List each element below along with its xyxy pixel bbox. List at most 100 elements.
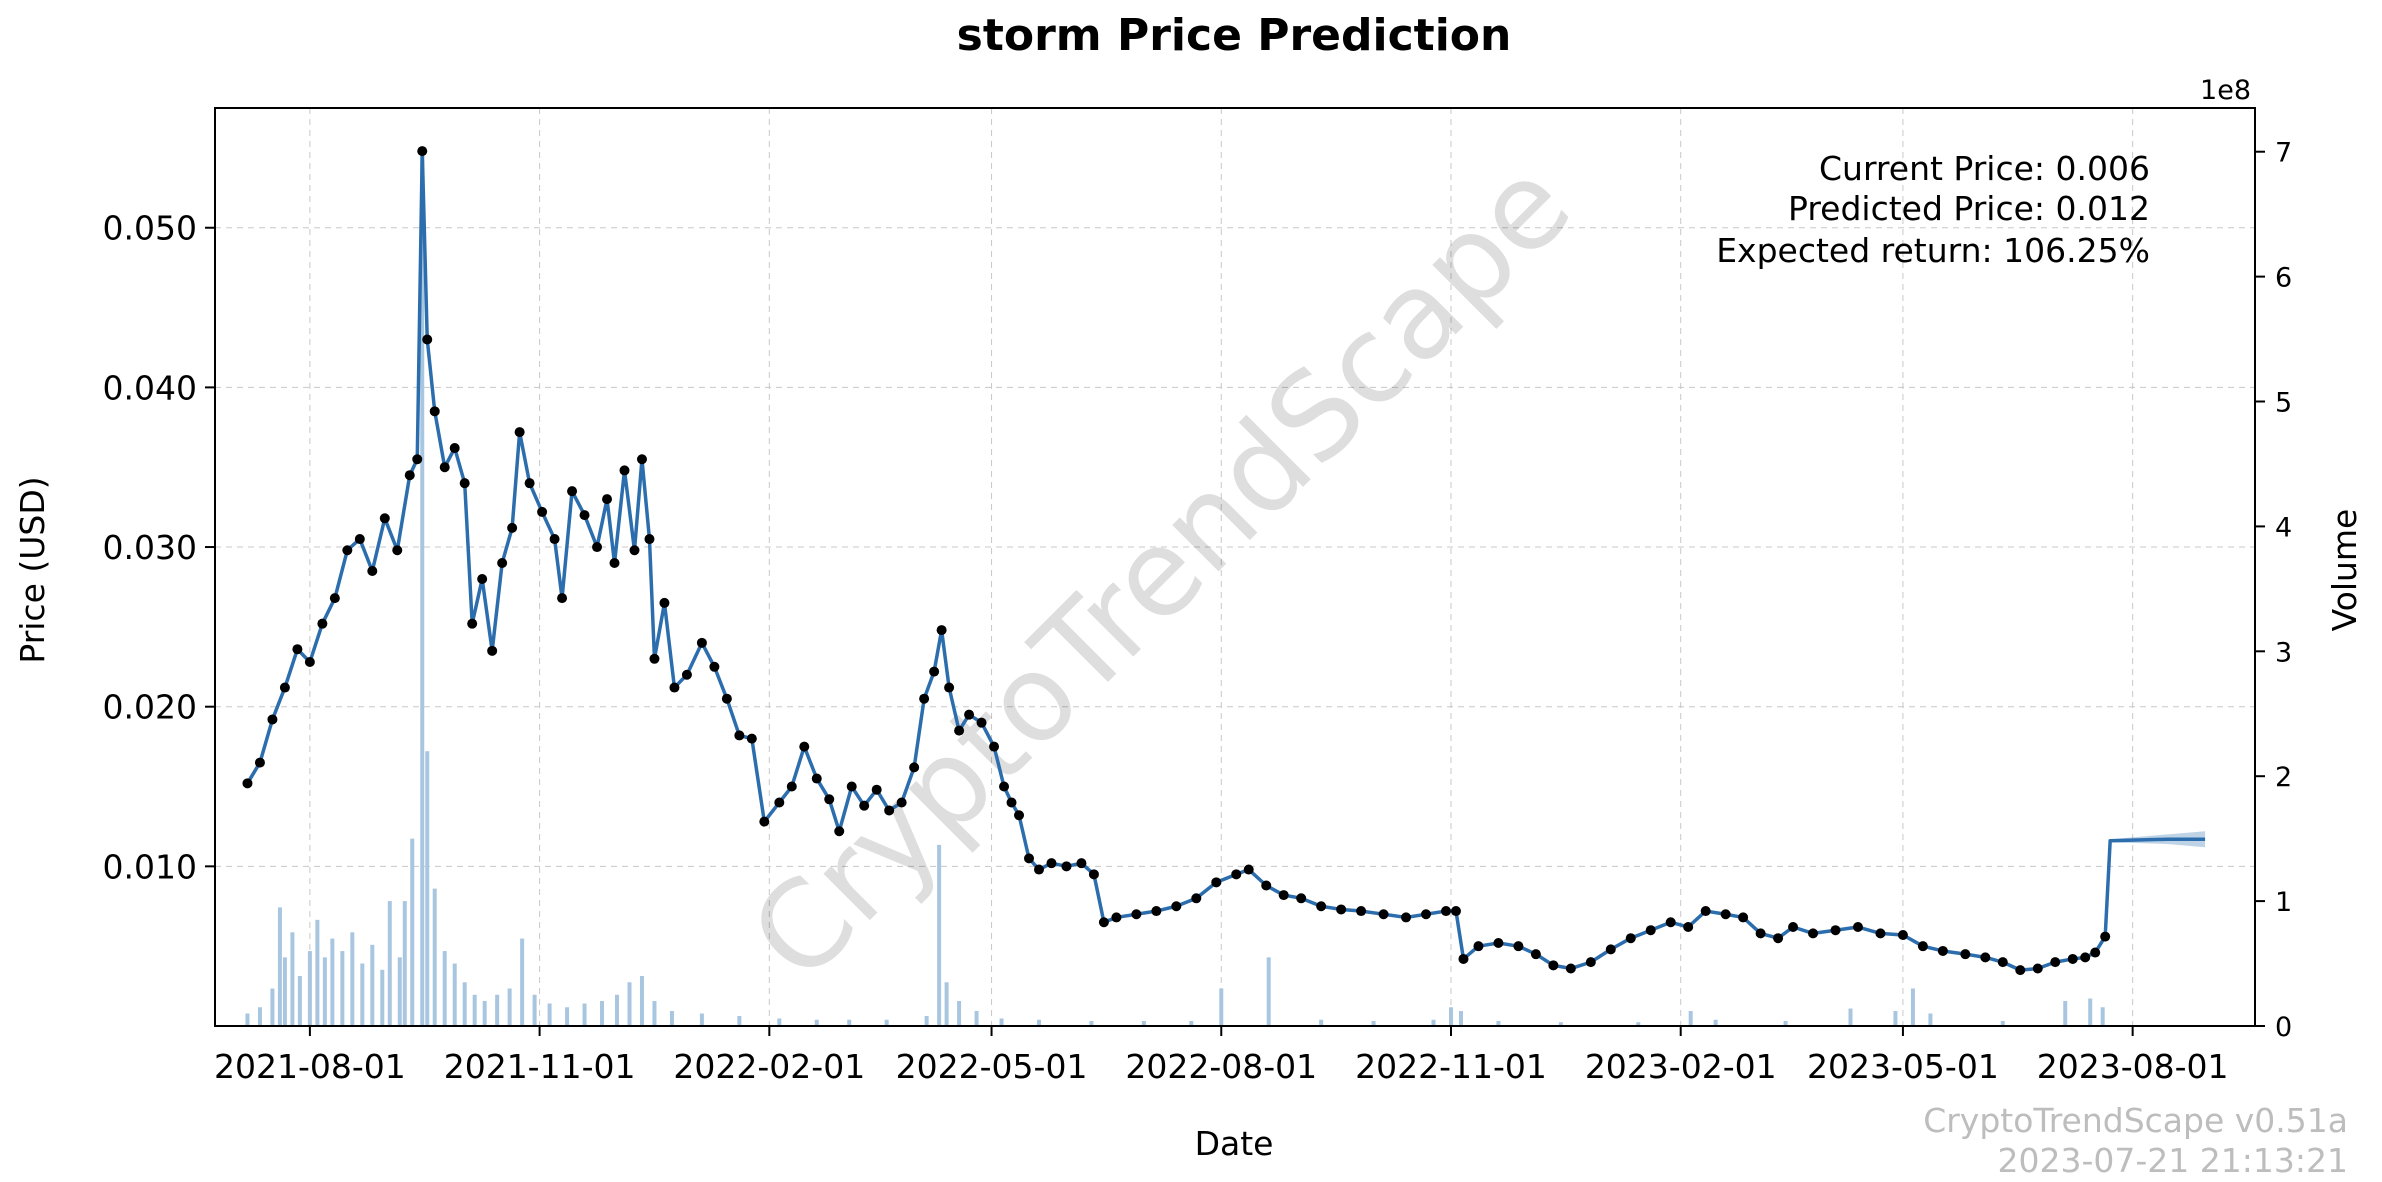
- price-point: [487, 645, 498, 656]
- price-point: [774, 797, 785, 808]
- volume-bar: [639, 976, 644, 1026]
- volume-bar: [432, 888, 437, 1026]
- volume-bar: [1371, 1021, 1376, 1026]
- price-point: [2080, 952, 2091, 963]
- annotation-predicted-price: Predicted Price: 0.012: [1788, 189, 2150, 228]
- volume-bar: [507, 988, 512, 1026]
- volume-bar: [482, 1001, 487, 1026]
- price-point: [734, 730, 745, 741]
- volume-bar: [847, 1019, 852, 1026]
- price-point: [936, 625, 947, 636]
- price-point: [649, 653, 660, 664]
- price-point: [1997, 957, 2008, 968]
- price-point: [1243, 864, 1254, 875]
- volume-bar: [999, 1018, 1004, 1026]
- price-point: [1980, 952, 1991, 963]
- price-point: [871, 784, 882, 795]
- price-markers: [242, 146, 2111, 976]
- price-point: [976, 717, 987, 728]
- price-point: [317, 618, 328, 629]
- y-axis-label: Price (USD): [13, 476, 52, 663]
- volume-bar: [1266, 957, 1271, 1026]
- price-point: [696, 637, 707, 648]
- price-point: [1875, 928, 1886, 939]
- volume-bar: [270, 988, 275, 1026]
- volume-bar: [1783, 1021, 1788, 1026]
- y2-tick-label: 3: [2275, 637, 2292, 668]
- volume-bar: [1189, 1021, 1194, 1026]
- x-tick-label: 2021-11-01: [444, 1047, 636, 1086]
- price-point: [2050, 957, 2061, 968]
- price-point: [629, 545, 640, 556]
- price-point: [292, 644, 303, 655]
- price-point: [944, 682, 955, 693]
- price-point: [449, 443, 460, 454]
- price-point: [1356, 906, 1367, 917]
- grid-lines: [215, 108, 2255, 1026]
- price-point: [304, 656, 315, 667]
- y2-tick-label: 2: [2275, 762, 2292, 793]
- volume-bar: [957, 1001, 962, 1026]
- price-point: [1645, 925, 1656, 936]
- price-point: [709, 661, 720, 672]
- volume-bar: [974, 1011, 979, 1026]
- price-point: [1565, 963, 1576, 974]
- price-point: [1700, 906, 1711, 917]
- volume-bar: [1458, 1011, 1463, 1026]
- volume-bar: [387, 901, 392, 1026]
- y-tick-label: 0.010: [103, 847, 197, 886]
- volume-bar: [322, 957, 327, 1026]
- price-point: [1773, 933, 1784, 944]
- volume-bar: [307, 951, 312, 1026]
- volume-bar: [277, 907, 282, 1026]
- x-tick-label: 2022-05-01: [896, 1047, 1088, 1086]
- price-point: [467, 618, 478, 629]
- price-point: [846, 781, 857, 792]
- price-point: [1046, 858, 1057, 869]
- price-point: [1450, 906, 1461, 917]
- y2-axis-label: Volume: [2325, 509, 2364, 632]
- volume-bar: [2063, 1001, 2068, 1026]
- y2-tick-label: 7: [2275, 138, 2292, 169]
- price-point: [1683, 922, 1694, 933]
- x-tick-label: 2022-02-01: [673, 1047, 865, 1086]
- price-point: [1401, 912, 1412, 923]
- x-axis-ticks: 2021-08-01 2021-11-01 2022-02-01 2022-05-01…: [214, 1026, 2229, 1086]
- price-point: [367, 565, 378, 576]
- price-point: [619, 465, 630, 476]
- price-point: [1897, 929, 1908, 940]
- x-tick-label: 2021-08-01: [214, 1047, 406, 1086]
- price-point: [999, 781, 1010, 792]
- price-point: [557, 593, 568, 604]
- x-tick-label: 2023-05-01: [1807, 1047, 1999, 1086]
- volume-bar: [1893, 1011, 1898, 1026]
- footer-version: CryptoTrendScape v0.51a: [1923, 1101, 2348, 1140]
- volume-bar: [297, 976, 302, 1026]
- price-point: [1024, 853, 1035, 864]
- volume-bar: [532, 994, 537, 1026]
- price-point: [1131, 909, 1142, 920]
- volume-bar: [2100, 1007, 2105, 1026]
- price-point: [1548, 960, 1559, 971]
- price-point: [342, 545, 353, 556]
- price-point: [609, 558, 620, 569]
- price-point: [354, 534, 365, 545]
- y2-tick-label: 5: [2275, 388, 2292, 419]
- volume-bar: [1219, 988, 1224, 1026]
- price-point: [919, 693, 930, 704]
- y-axis-ticks: 0.010 0.020 0.030 0.040 0.050: [103, 209, 215, 886]
- volume-bar: [462, 982, 467, 1026]
- x-tick-label: 2023-08-01: [2037, 1047, 2229, 1086]
- volume-bar: [1688, 1011, 1693, 1026]
- y-tick-label: 0.030: [103, 528, 197, 567]
- volume-bar: [402, 901, 407, 1026]
- price-point: [1960, 949, 1971, 960]
- volume-bar: [1558, 1022, 1563, 1026]
- volume-bar: [397, 957, 402, 1026]
- price-point: [746, 733, 757, 744]
- y-tick-label: 0.040: [103, 368, 197, 407]
- price-point: [1738, 912, 1749, 923]
- volume-bar: [495, 994, 500, 1026]
- annotation-expected-return: Expected return: 106.25%: [1716, 231, 2150, 270]
- price-point: [1421, 909, 1432, 920]
